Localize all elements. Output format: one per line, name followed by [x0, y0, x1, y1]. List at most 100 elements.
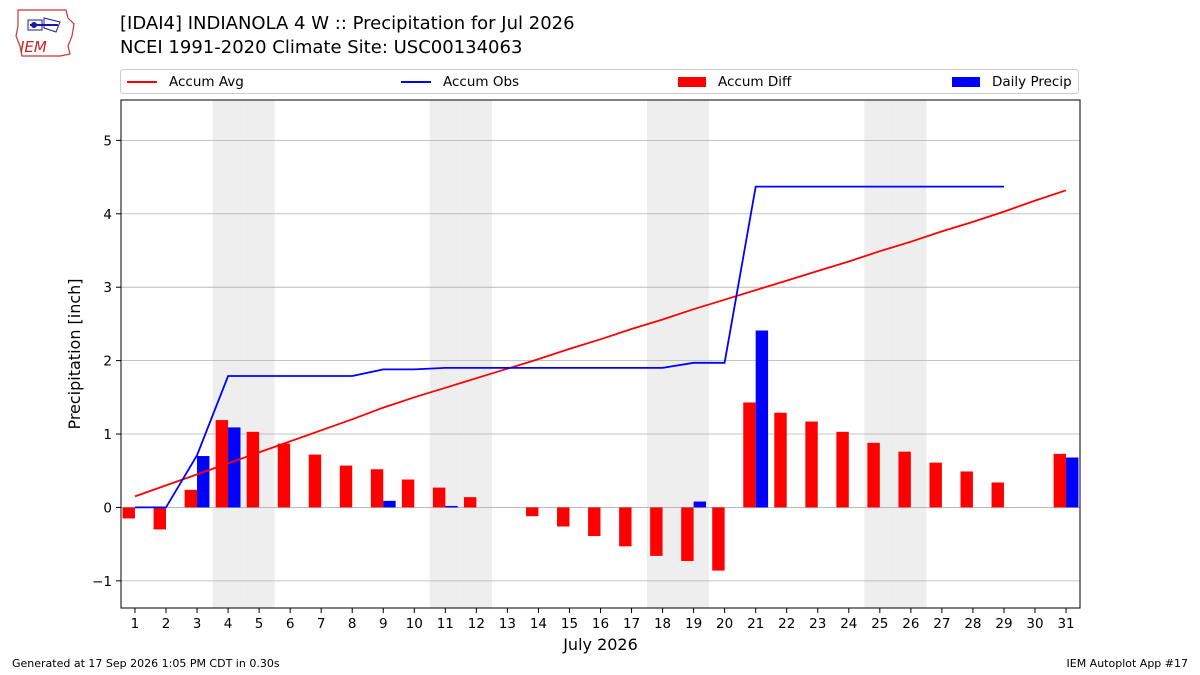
xtick-label: 4 [224, 616, 233, 632]
footer-generated: Generated at 17 Sep 2026 1:05 PM CDT in … [12, 657, 280, 670]
legend-swatch-accum-obs [401, 81, 431, 83]
xtick-label: 6 [286, 616, 295, 632]
xtick-label: 11 [437, 616, 454, 632]
legend-item-accum-diff: Accum Diff [678, 73, 791, 91]
weekend-shade-11 [429, 100, 461, 608]
bar-accum-diff-11 [432, 487, 446, 508]
bar-accum-diff-5 [246, 431, 260, 508]
xtick-label: 21 [747, 616, 764, 632]
xtick-label: 12 [468, 616, 485, 632]
ytick-label: 2 [103, 354, 112, 370]
bar-accum-diff-1 [122, 507, 135, 519]
bar-daily-precip-31 [1066, 457, 1079, 508]
weekend-shade-12 [460, 100, 492, 608]
bar-accum-diff-14 [526, 507, 539, 517]
weekend-shade-4 [212, 100, 244, 608]
xtick-label: 30 [1026, 616, 1043, 632]
bar-daily-precip-11 [445, 505, 458, 508]
ytick-label: 1 [103, 427, 112, 443]
xtick-label: 28 [964, 616, 981, 632]
bar-accum-diff-16 [588, 507, 601, 537]
xtick-label: 19 [685, 616, 702, 632]
xtick-label: 24 [840, 616, 857, 632]
legend-item-accum-obs: Accum Obs [401, 73, 519, 91]
bar-accum-diff-28 [960, 471, 973, 508]
chart-title: [IDAI4] INDIANOLA 4 W :: Precipitation f… [120, 13, 575, 34]
iem-logo: IEM [15, 9, 75, 57]
xtick-label: 17 [623, 616, 640, 632]
bar-accum-diff-21 [743, 402, 756, 508]
bar-accum-diff-25 [867, 442, 880, 508]
bar-accum-diff-29 [991, 482, 1004, 508]
x-axis-label: July 2026 [562, 635, 638, 654]
bar-accum-diff-4 [215, 420, 229, 508]
ytick-label: 5 [103, 133, 112, 149]
xtick-label: 15 [561, 616, 578, 632]
legend-swatch-accum-diff [678, 77, 706, 87]
bar-accum-diff-6 [277, 443, 291, 508]
bar-accum-diff-2 [153, 507, 167, 530]
xtick-label: 31 [1057, 616, 1074, 632]
legend-item-daily-precip: Daily Precip [952, 73, 1072, 91]
ytick-label: −1 [92, 574, 112, 590]
bar-accum-diff-26 [898, 451, 911, 508]
bar-accum-diff-8 [339, 465, 353, 508]
bar-accum-diff-20 [712, 507, 725, 571]
bar-accum-diff-9 [370, 469, 384, 508]
bar-accum-diff-17 [619, 507, 632, 547]
legend-label-accum-avg: Accum Avg [169, 74, 244, 90]
legend-label-accum-obs: Accum Obs [443, 74, 520, 90]
bar-daily-precip-3 [197, 456, 210, 508]
weekend-shade-25 [864, 100, 896, 608]
line-accum-avg [134, 189, 1067, 498]
xtick-label: 3 [193, 616, 202, 632]
weekend-shade-5 [243, 100, 275, 608]
bar-daily-precip-21 [755, 330, 769, 508]
legend-swatch-accum-avg [127, 81, 157, 83]
xtick-label: 9 [379, 616, 388, 632]
bar-accum-diff-22 [774, 412, 787, 508]
xtick-label: 1 [131, 616, 140, 632]
xtick-label: 26 [902, 616, 919, 632]
chart-legend: Accum Avg Accum Obs Accum Diff Daily Pre… [120, 69, 1079, 94]
xtick-label: 22 [778, 616, 795, 632]
xtick-label: 13 [499, 616, 516, 632]
xtick-label: 2 [162, 616, 171, 632]
line-accum-obs [135, 185, 1004, 509]
ytick-label: 4 [103, 207, 112, 223]
bar-accum-diff-3 [184, 489, 198, 508]
bar-daily-precip-19 [693, 501, 707, 508]
y-axis-label: Precipitation [inch] [65, 278, 84, 429]
legend-label-accum-diff: Accum Diff [718, 74, 792, 90]
chart-title-block: [IDAI4] INDIANOLA 4 W :: Precipitation f… [120, 12, 575, 60]
bar-accum-diff-12 [463, 497, 477, 508]
bar-accum-diff-7 [308, 454, 322, 508]
xtick-label: 29 [995, 616, 1012, 632]
bar-accum-diff-10 [401, 479, 415, 508]
xtick-label: 23 [809, 616, 826, 632]
bar-accum-diff-24 [836, 431, 849, 508]
bar-daily-precip-9 [383, 500, 396, 508]
xtick-label: 25 [871, 616, 888, 632]
xtick-label: 14 [530, 616, 547, 632]
ytick-label: 3 [103, 280, 112, 296]
bar-accum-diff-15 [557, 507, 570, 527]
legend-swatch-daily-precip [952, 77, 980, 87]
logo-text: IEM [20, 38, 47, 56]
legend-item-accum-avg: Accum Avg [127, 73, 244, 91]
bar-daily-precip-4 [228, 427, 241, 508]
bar-accum-diff-19 [681, 507, 694, 562]
xtick-label: 18 [654, 616, 671, 632]
bar-accum-diff-23 [805, 421, 818, 508]
xtick-label: 16 [592, 616, 609, 632]
xtick-label: 5 [255, 616, 264, 632]
footer-app: IEM Autoplot App #17 [1066, 657, 1189, 670]
weekend-shade-26 [895, 100, 927, 608]
legend-label-daily-precip: Daily Precip [992, 74, 1072, 90]
xtick-label: 10 [406, 616, 423, 632]
ytick-label: 0 [103, 500, 112, 516]
xtick-label: 8 [348, 616, 357, 632]
bar-accum-diff-27 [929, 462, 942, 508]
xtick-label: 20 [716, 616, 733, 632]
